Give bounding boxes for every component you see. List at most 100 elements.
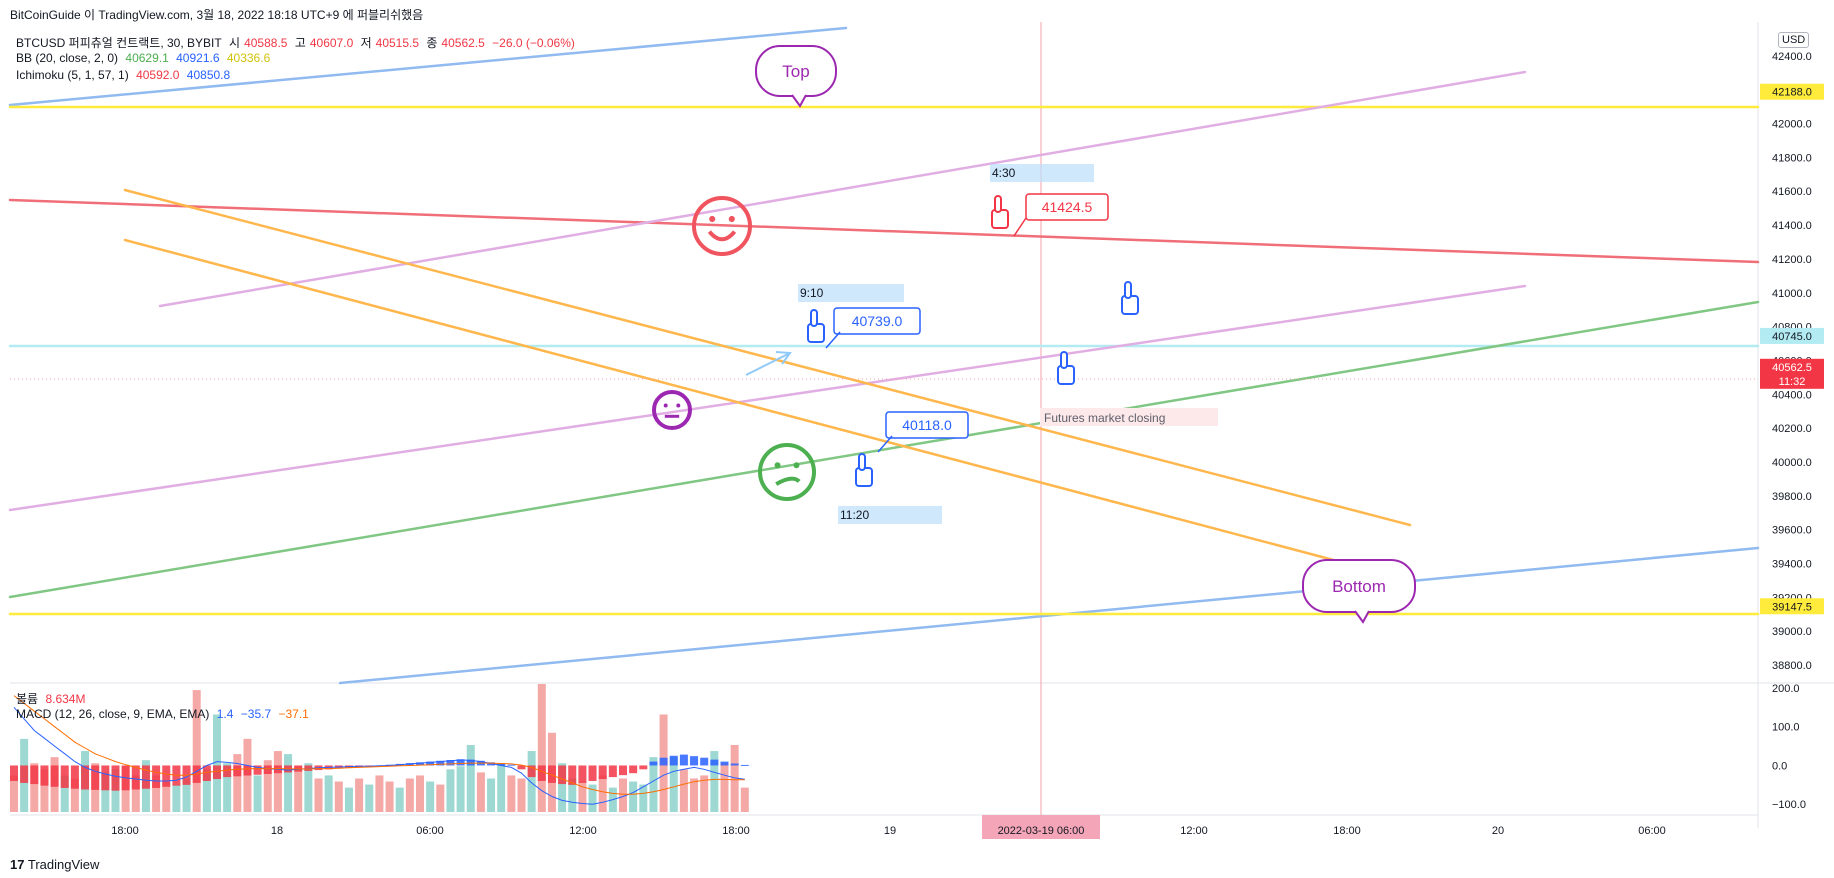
macd-pane[interactable]: [10, 684, 749, 812]
crosshair-time-label: 2022-03-19 06:00: [998, 825, 1085, 837]
macd-histogram-bar: [710, 759, 719, 766]
volume-bar: [639, 784, 648, 812]
macd-tick-label: −100.0: [1772, 799, 1806, 811]
volume-bar: [395, 787, 404, 812]
macd-tick-label: 200.0: [1772, 683, 1800, 695]
pointing-hand-icon-finger: [1060, 351, 1068, 369]
bb-basis-value: 40629.1: [125, 51, 169, 65]
change-value: −26.0 (−0.06%): [492, 36, 575, 50]
volume-bar: [233, 754, 242, 812]
macd-histogram-bar: [416, 762, 424, 766]
purple-channel-lower-line[interactable]: [8, 284, 1527, 512]
callout-pointer: [825, 331, 841, 349]
macd-histogram-bar: [81, 765, 90, 790]
open-label: 시: [229, 36, 241, 50]
pointing-hand-icon[interactable]: [855, 453, 873, 487]
ichimoku-label: Ichimoku (5, 1, 57, 1): [16, 68, 129, 82]
price-callout-box[interactable]: [833, 307, 921, 335]
price-callout-box[interactable]: [885, 411, 969, 439]
callout-pointer: [1013, 217, 1027, 237]
ichimoku-legend[interactable]: Ichimoku (5, 1, 57, 1) 40592.0 40850.8: [16, 68, 234, 82]
happy-face-icon[interactable]: [692, 196, 752, 256]
macd-legend[interactable]: MACD (12, 26, close, 9, EMA, EMA) 1.4 −3…: [16, 707, 313, 721]
volume-bar: [710, 751, 719, 812]
volume-bar: [355, 778, 364, 812]
volume-bar: [405, 778, 414, 812]
macd-histogram-bar: [162, 765, 171, 787]
orange-channel-lower-line[interactable]: [123, 238, 1392, 577]
crosshair-time-badge: [982, 815, 1100, 839]
time-range-box[interactable]: [798, 284, 904, 302]
macd-histogram-bar: [70, 765, 79, 789]
note-background: [1040, 408, 1218, 426]
bb-legend[interactable]: BB (20, close, 2, 0) 40629.1 40921.6 403…: [16, 51, 274, 65]
macd-histogram-bar: [202, 765, 211, 781]
price-tick-label: 41400.0: [1772, 220, 1812, 232]
neutral-face-icon[interactable]: [652, 390, 692, 430]
volume-bar: [101, 772, 110, 812]
green-ascending-trendline[interactable]: [8, 300, 1760, 599]
macd-histogram-bar: [558, 765, 567, 785]
volume-bar: [30, 763, 39, 812]
currency-badge[interactable]: USD: [1778, 32, 1810, 48]
dizzy-face-icon-mouth: [775, 476, 801, 486]
macd-histogram-bar: [679, 754, 688, 766]
price-axis-countdown: 11:32: [1779, 376, 1806, 388]
macd-histogram-bar: [243, 765, 252, 776]
volume-bar: [334, 781, 343, 812]
macd-histogram-bar: [649, 761, 658, 766]
macd-histogram-bar: [629, 765, 638, 774]
pointing-hand-icon[interactable]: [1057, 351, 1075, 385]
price-tick-label: 39800.0: [1772, 491, 1812, 503]
pointing-hand-icon-palm: [855, 467, 873, 487]
macd-histogram-bar: [497, 763, 506, 766]
price-tick-label: 40400.0: [1772, 389, 1812, 401]
purple-channel-upper-line[interactable]: [158, 70, 1527, 308]
volume-bar: [649, 757, 658, 812]
bb-upper-value: 40921.6: [176, 51, 220, 65]
price-axis-label: [1760, 598, 1824, 615]
volume-bar: [679, 769, 688, 812]
upper-blue-trendline[interactable]: [8, 26, 848, 107]
axes: 42400.042200.042000.041800.041600.041400…: [10, 22, 1834, 839]
macd-histogram-bar: [517, 765, 526, 770]
lower-blue-trendline[interactable]: [338, 546, 1760, 685]
price-callout-box[interactable]: [1025, 193, 1109, 221]
volume-legend[interactable]: 볼륨 8.634M: [16, 690, 89, 707]
dizzy-face-icon[interactable]: [758, 443, 816, 501]
volume-bar: [192, 690, 201, 812]
time-range-box[interactable]: [990, 164, 1094, 182]
volume-bar: [700, 775, 709, 812]
macd-histogram-bar: [659, 757, 668, 766]
pointing-hand-icon[interactable]: [807, 309, 825, 343]
symbol-name[interactable]: BTCUSD 퍼피츄얼 컨트랙트, 30, BYBIT: [16, 36, 222, 50]
time-tick-label: 12:00: [1180, 825, 1208, 837]
price-tick-label: 40000.0: [1772, 457, 1812, 469]
volume-bar: [131, 775, 140, 812]
drawings-layer[interactable]: 4:30 9:10 11:20 41424.5 40739.0 40118.0 Future…: [8, 26, 1760, 685]
volume-bar: [324, 775, 333, 812]
price-tick-label: 39000.0: [1772, 626, 1812, 638]
time-tick-label: 06:00: [416, 825, 444, 837]
macd-histogram-bar: [446, 760, 455, 766]
pointing-hand-icon-finger: [1124, 281, 1132, 299]
dizzy-face-icon-outline: [758, 443, 816, 501]
macd-signal-line[interactable]: [13, 695, 745, 795]
happy-face-icon-outline: [692, 196, 752, 256]
macd-histogram-bar: [720, 761, 729, 766]
time-range-box[interactable]: [838, 506, 942, 524]
volume-bar: [60, 775, 69, 812]
orange-channel-upper-line[interactable]: [123, 188, 1412, 527]
pointing-hand-icon[interactable]: [1121, 281, 1139, 315]
macd-line[interactable]: [13, 706, 745, 805]
macd-label: MACD (12, 26, close, 9, EMA, EMA): [16, 707, 210, 721]
open-value: 40588.5: [244, 36, 288, 50]
pointing-hand-icon-red[interactable]: [991, 195, 1009, 229]
low-value: 40515.5: [375, 36, 420, 50]
volume-bar: [152, 775, 161, 812]
footer-brand[interactable]: 17 TradingView: [10, 857, 99, 872]
red-descending-trendline[interactable]: [8, 198, 1760, 264]
price-callout-text: 40739.0: [852, 313, 903, 329]
volume-bar: [588, 784, 597, 812]
